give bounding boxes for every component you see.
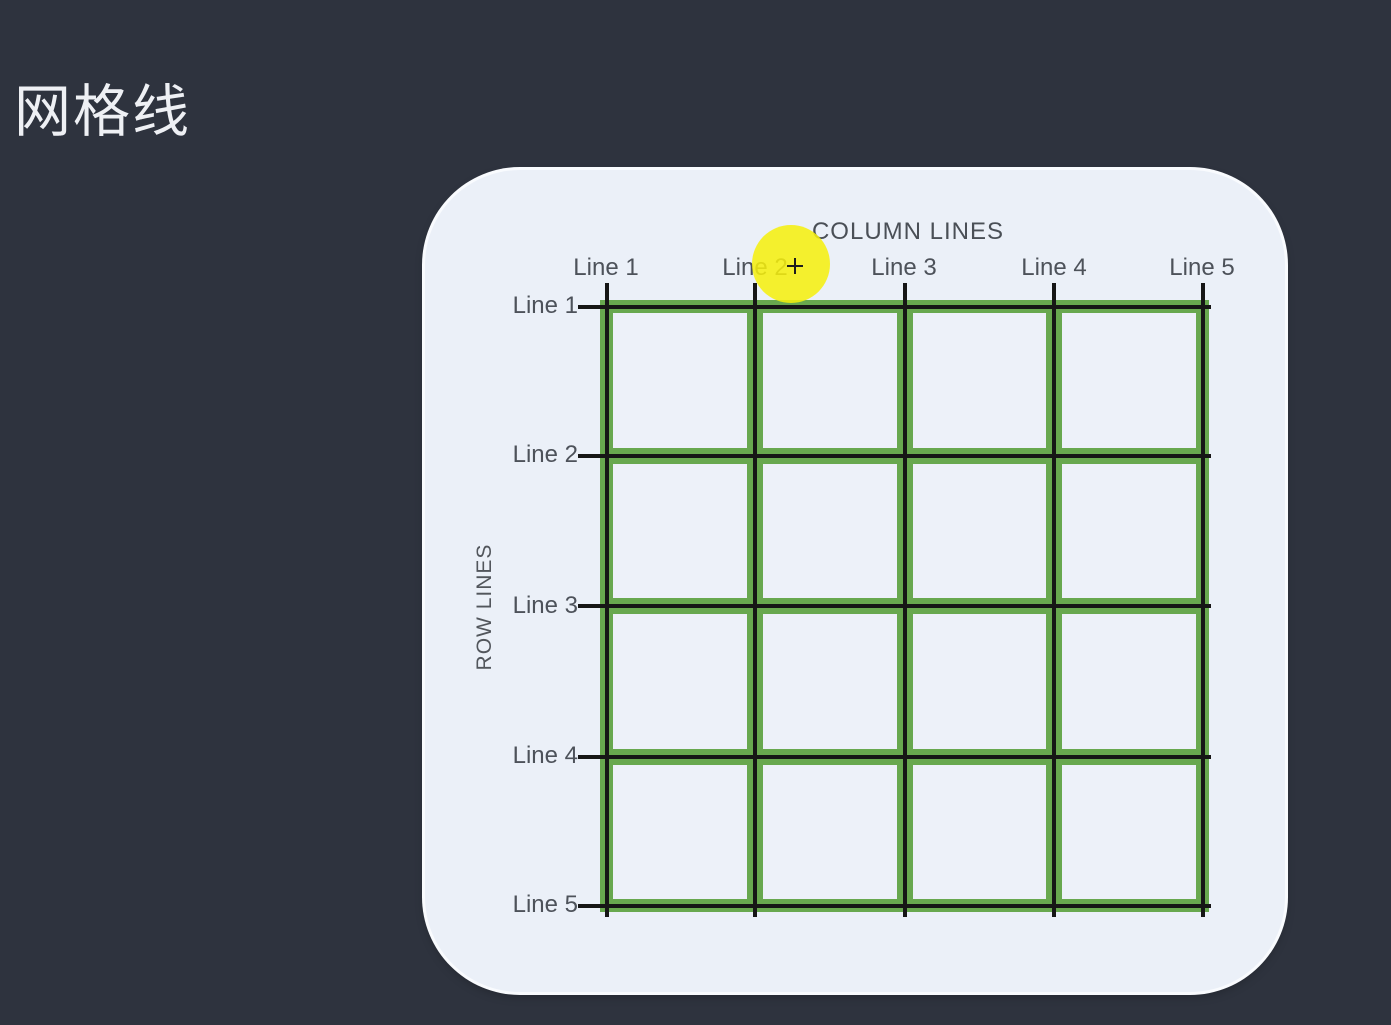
row-line-4	[578, 755, 1211, 759]
grid-cell	[762, 614, 897, 749]
row-line-2	[578, 454, 1211, 458]
row-line-label-4: Line 4	[512, 742, 578, 769]
grid-cell	[613, 313, 747, 448]
grid-cell	[912, 313, 1047, 448]
crosshair-cursor-icon	[787, 258, 803, 274]
grid-cell	[762, 313, 897, 448]
column-line-3	[903, 283, 907, 917]
column-line-label-5: Line 5	[1169, 254, 1235, 281]
grid-cell	[912, 764, 1047, 899]
column-line-label-3: Line 3	[871, 254, 937, 281]
cursor-highlight	[752, 225, 830, 303]
grid-cell	[613, 463, 747, 598]
grid-cell	[762, 463, 897, 598]
row-line-label-5: Line 5	[512, 891, 578, 918]
row-line-3	[578, 604, 1211, 608]
grid-cell	[912, 614, 1047, 749]
grid-cell	[762, 764, 897, 899]
grid-cell	[613, 614, 747, 749]
page-title: 网格线	[14, 80, 191, 144]
grid-cell	[1062, 463, 1196, 598]
column-line-label-1: Line 1	[573, 254, 639, 281]
column-line-4	[1052, 283, 1056, 917]
grid-cell	[1062, 764, 1196, 899]
column-line-1	[605, 283, 609, 917]
grid-cell	[1062, 614, 1196, 749]
row-line-label-2: Line 2	[512, 441, 578, 468]
column-line-5	[1201, 283, 1205, 917]
column-line-label-4: Line 4	[1021, 254, 1087, 281]
grid-cell	[912, 463, 1047, 598]
row-line-1	[578, 305, 1211, 309]
row-line-5	[578, 904, 1211, 908]
row-line-label-3: Line 3	[512, 592, 578, 619]
column-line-2	[753, 283, 757, 917]
grid-cell	[1062, 313, 1196, 448]
row-line-label-1: Line 1	[512, 292, 578, 319]
grid-cell	[613, 764, 747, 899]
column-lines-axis-title: COLUMN LINES	[811, 218, 1005, 245]
grid-lines-diagram-card: COLUMN LINES Line 1 Line 2 Line 3 Line 4…	[425, 170, 1285, 992]
